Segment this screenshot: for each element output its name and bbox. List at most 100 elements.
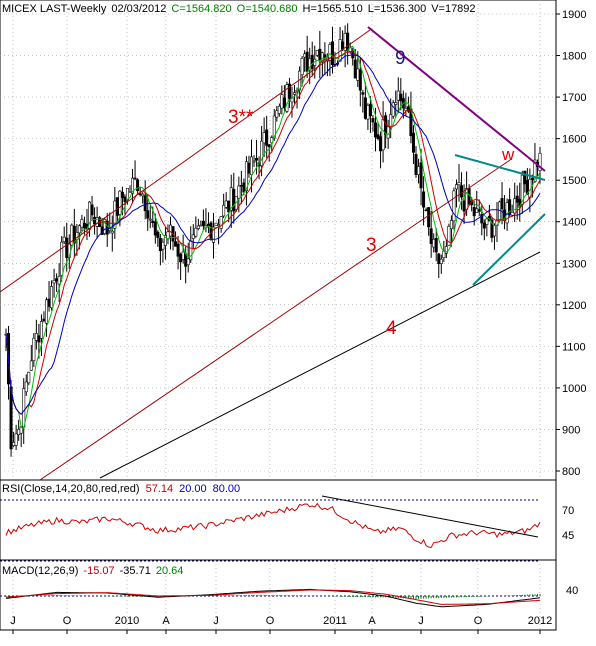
candle-body [477,209,481,212]
rsi-tick-45: 45 [562,530,574,542]
candle-body [209,222,213,239]
candle-body [262,132,266,144]
candle-body [146,210,150,219]
candle-body [105,220,109,235]
candle-body [118,190,122,215]
header-date: 02/03/2012 [111,3,166,15]
candle-body [282,97,286,109]
candle-body [460,185,464,198]
candle-body [50,286,54,308]
time-tick-O: O [474,615,483,627]
candle-body [52,279,56,284]
price-tick-800: 800 [562,466,580,478]
time-tick-O: O [266,615,275,627]
candle-body [186,258,190,266]
candle-body [376,134,380,139]
macd-hist-value: 20.64 [156,565,184,577]
candle-body [419,162,423,189]
time-tick-2011: 2011 [323,615,347,627]
candle-body [391,102,395,117]
candle-body [196,225,200,229]
rsi-value: 57.14 [146,483,174,495]
macd-value: -15.07 [83,565,114,577]
candle-body [373,122,377,138]
header-close: C=1564.820 [171,3,231,15]
candle-body [533,159,537,183]
time-tick-O: O [63,615,72,627]
candle-body [24,381,28,393]
candle-body [389,114,393,128]
candle-body [176,243,180,257]
candle-body [472,207,476,217]
macd-tick-40: 40 [566,585,578,597]
candle-body [169,224,173,237]
candle-body [379,136,383,152]
candle-body [462,200,466,212]
candle-body [47,298,51,307]
candle-body [513,198,517,214]
candle-body [123,196,127,203]
candle-body [189,240,193,261]
candle-body [318,48,322,61]
price-tick-1500: 1500 [562,175,586,187]
candle-body [427,207,431,228]
candle-body [12,442,16,446]
triangle-upper-line [454,154,546,181]
candle-body [538,152,542,172]
channel-lower-line [39,159,511,481]
candle-body [515,195,519,203]
candle-body [237,185,241,199]
price-tick-1700: 1700 [562,92,586,104]
ma-slow-line [5,53,541,415]
wave-4-support-line [99,251,541,479]
candle-body [417,166,421,175]
time-axis: J O 2010 A J O 2011 A J O 2012 [10,615,552,634]
header-open: O=1540.680 [237,3,298,15]
candle-body [191,234,195,239]
candle-body [217,224,221,227]
candle-body [181,251,185,260]
candle-body [444,246,448,254]
candle-body [277,105,281,114]
candle-body [432,239,436,248]
time-tick-J: J [10,615,16,627]
time-tick-A: A [162,615,170,627]
candle-body [414,154,418,175]
price-tick-1200: 1200 [562,300,586,312]
candle-body [110,230,114,234]
candle-body [492,225,496,237]
rsi-label: RSI(Close,14,20,80,red,red) [2,483,140,495]
candle-body [151,220,155,223]
candle-body [39,321,43,339]
candle-body [480,214,484,224]
price-tick-1800: 1800 [562,51,586,63]
candle-body [341,41,345,50]
candle-body [510,210,514,213]
candle-body [485,218,489,225]
candle-body [252,160,256,163]
candle-body [222,204,226,217]
candle-body [422,191,426,208]
price-tick-1600: 1600 [562,134,586,146]
candle-body [93,216,97,225]
candle-body [381,118,385,151]
rsi-panel [0,479,557,561]
wave-label-9: 9 [395,48,406,69]
candle-body [424,209,428,212]
candle-body [394,102,398,105]
candle-body [523,170,527,185]
candle-body [77,225,81,234]
price-axis: 800 900 1000 1100 1200 1300 1400 1500 1600 1700 18… [556,9,586,478]
candle-body [500,198,504,210]
candle-body [224,200,228,208]
candle-body [44,299,48,324]
candle-body [356,68,360,81]
rsi-high: 80.00 [213,483,241,495]
rsi-line [5,502,541,549]
macd-label: MACD(12,26,9) [2,565,78,577]
price-tick-1400: 1400 [562,217,586,229]
candle-body [82,222,86,229]
candle-body [201,220,205,226]
candle-body [439,258,443,265]
